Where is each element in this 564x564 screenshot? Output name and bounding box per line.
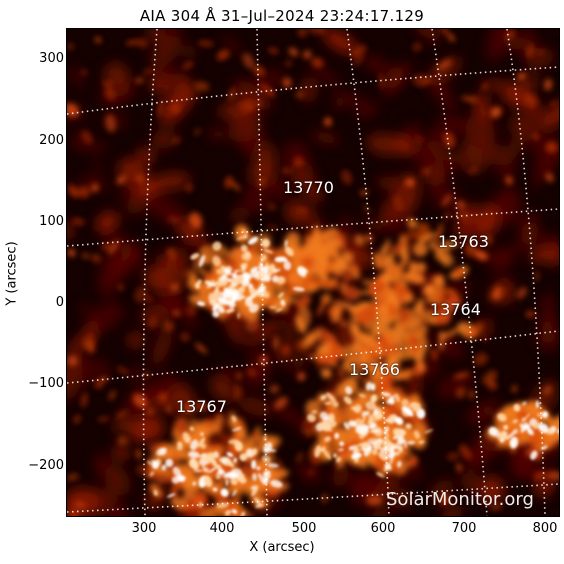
- x-axis-label: X (arcsec): [249, 540, 315, 555]
- active-region-label-13763: 13763: [438, 232, 489, 251]
- x-tick-label: 300: [131, 521, 157, 536]
- solar-image-plot: [67, 29, 559, 516]
- y-tick-label: 100: [39, 214, 64, 229]
- y-axis-label: Y (arcsec): [4, 241, 20, 306]
- y-tick-label: 200: [39, 133, 64, 148]
- active-region-label-13770: 13770: [283, 178, 334, 197]
- heliographic-grid: [67, 29, 559, 516]
- x-tick-label: 800: [532, 521, 558, 536]
- watermark-text: SolarMonitor.org: [386, 489, 534, 510]
- x-tick-label: 600: [370, 521, 396, 536]
- y-tick-label: 0: [55, 295, 64, 310]
- x-tick-label: 500: [291, 521, 317, 536]
- y-tick-label: −200: [28, 458, 64, 473]
- y-tick-label: 300: [39, 51, 64, 66]
- active-region-label-13766: 13766: [349, 360, 400, 379]
- active-region-label-13764: 13764: [430, 300, 481, 319]
- x-tick-label: 400: [209, 521, 235, 536]
- active-region-label-13767: 13767: [176, 397, 227, 416]
- image-title: AIA 304 Å 31–Jul–2024 23:24:17.129: [139, 7, 425, 25]
- y-tick-label: −100: [28, 376, 64, 391]
- x-tick-label: 700: [451, 521, 477, 536]
- solar-emission-image: [67, 29, 559, 516]
